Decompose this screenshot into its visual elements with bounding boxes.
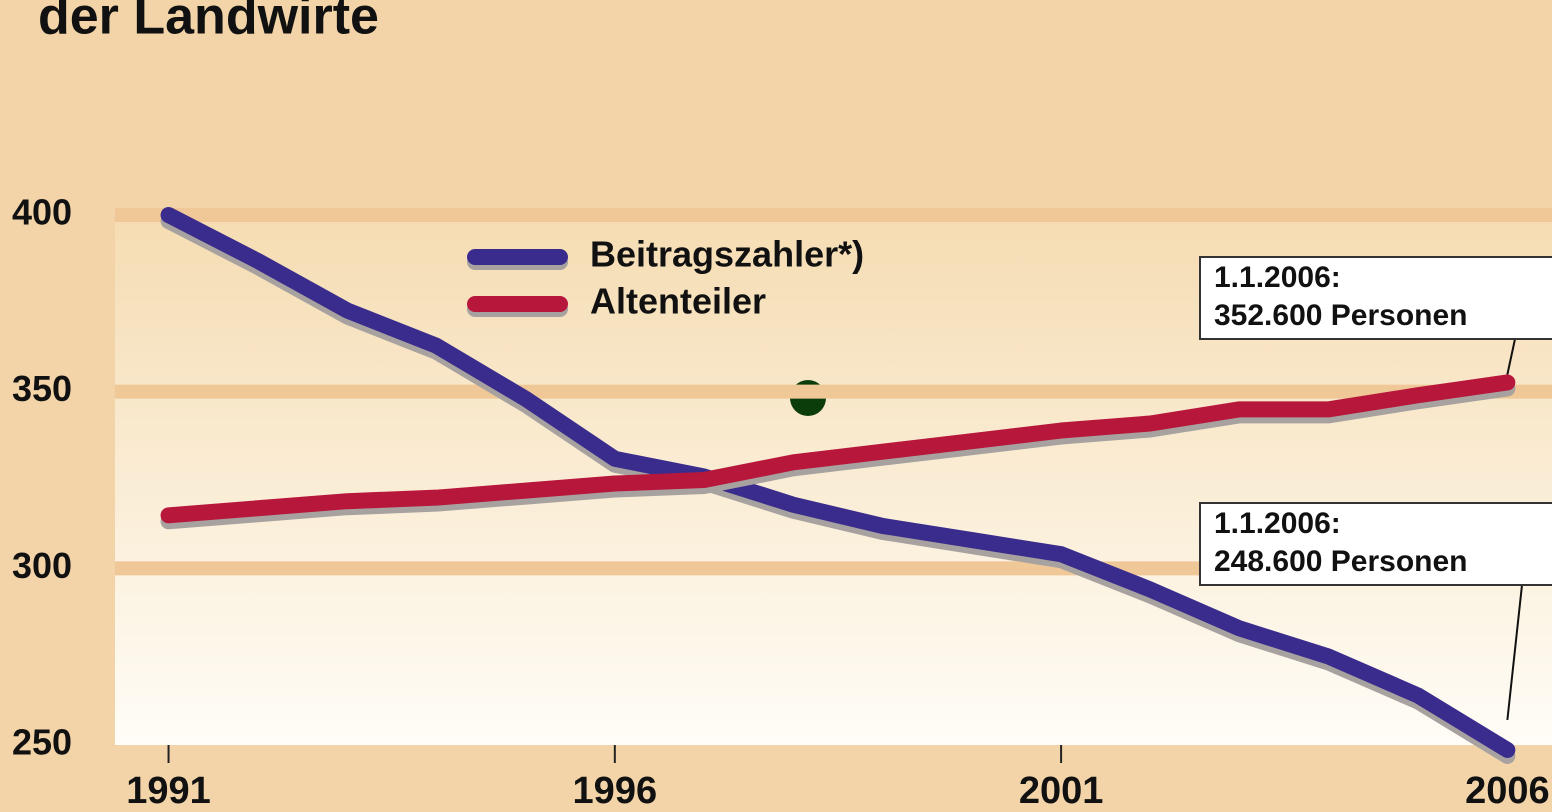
annotation-box [1199, 256, 1552, 340]
x-tick-label: 1991 [126, 770, 211, 812]
y-tick-label: 300 [12, 545, 72, 586]
annotation-box [1199, 502, 1552, 586]
x-tick-label: 2001 [1019, 770, 1104, 812]
y-tick-label: 350 [12, 368, 72, 409]
annotation-text: 352.600 Personen [1214, 299, 1468, 332]
annotation-text: 1.1.2006: [1214, 261, 1341, 294]
y-tick-label: 250 [12, 722, 72, 763]
x-tick-label: 2006 [1465, 770, 1550, 812]
leader-line [1506, 584, 1523, 721]
chart-title: der Landwirte [38, 0, 379, 46]
legend-label: Beitragszahler*) [590, 234, 864, 275]
annotation-text: 248.600 Personen [1214, 545, 1468, 578]
x-tick-label: 1996 [573, 770, 658, 812]
y-tick-label: 400 [12, 192, 72, 233]
series-line [160, 374, 1516, 524]
legend-label: Altenteiler [590, 281, 766, 322]
series-line [160, 207, 1516, 758]
leader-line [1506, 338, 1516, 375]
annotation-text: 1.1.2006: [1214, 507, 1341, 540]
